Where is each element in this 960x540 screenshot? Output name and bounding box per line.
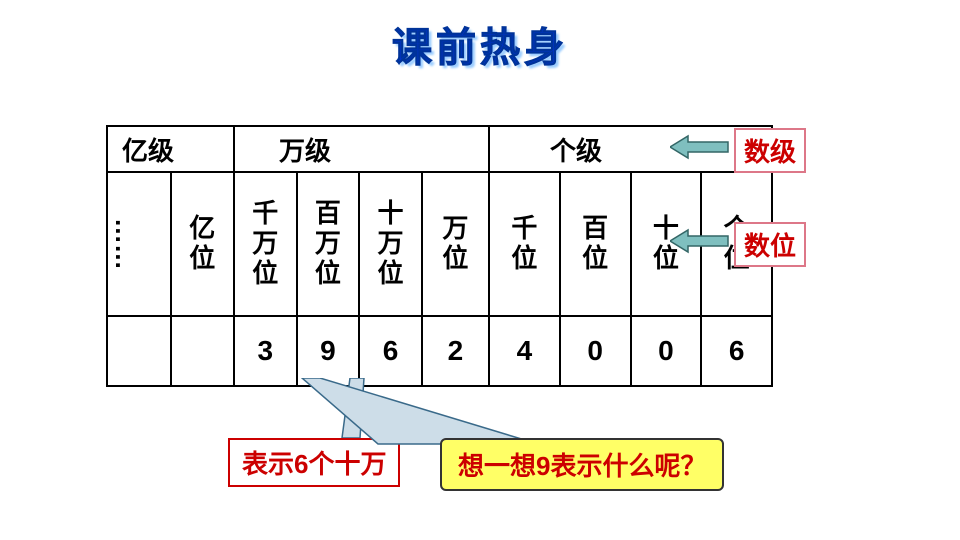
num-cell: 3 — [234, 316, 297, 386]
place-shiwan: 十万位 — [359, 172, 422, 316]
place-ellipsis: …… — [107, 172, 171, 316]
num-cell: 4 — [489, 316, 560, 386]
arrow-shuji-icon — [670, 132, 730, 162]
place-wan: 万位 — [422, 172, 489, 316]
callout-9-question: 想一想9表示什么呢？ — [440, 438, 724, 491]
num-cell: 6 — [701, 316, 772, 386]
num-cell: 9 — [297, 316, 360, 386]
place-qianwan: 千万位 — [234, 172, 297, 316]
page-title: 课前热身 — [392, 15, 568, 73]
arrow-shuwei-icon — [670, 226, 730, 256]
num-cell: 6 — [359, 316, 422, 386]
place-baiwan: 百万位 — [297, 172, 360, 316]
num-cell: 0 — [560, 316, 631, 386]
num-cell: 0 — [631, 316, 702, 386]
num-cell — [107, 316, 171, 386]
place-value-table: 亿级 万级 个级 …… 亿位 千万位 百万位 十万位 万位 千位 百位 十位 个… — [106, 125, 773, 387]
label-shuwei: 数位 — [734, 222, 806, 267]
level-wan: 万级 — [234, 126, 489, 172]
place-yi: 亿位 — [171, 172, 235, 316]
place-qian: 千位 — [489, 172, 560, 316]
label-shuji: 数级 — [734, 128, 806, 173]
level-yi: 亿级 — [107, 126, 234, 172]
place-bai: 百位 — [560, 172, 631, 316]
num-cell — [171, 316, 235, 386]
number-row: 3 9 6 2 4 0 0 6 — [107, 316, 772, 386]
num-cell: 2 — [422, 316, 489, 386]
